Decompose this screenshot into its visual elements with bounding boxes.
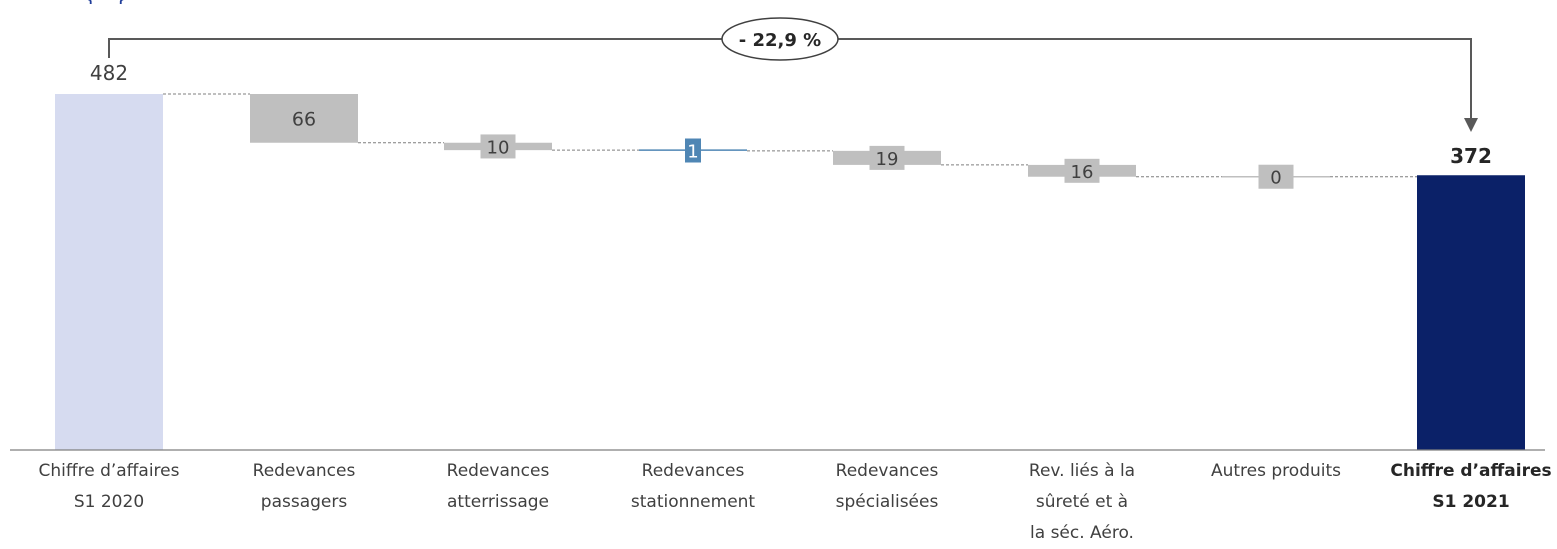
delta-value-label: 0 bbox=[1270, 168, 1281, 189]
delta-label-box bbox=[1064, 158, 1100, 183]
change-annotation-ellipse bbox=[721, 17, 839, 61]
total-value-label: 372 bbox=[1450, 144, 1492, 168]
delta-value-label: 66 bbox=[292, 108, 316, 130]
chart-title-fragment: { } bbox=[88, 0, 208, 4]
category-label: Redevances bbox=[642, 461, 745, 481]
bar-delta bbox=[250, 94, 358, 143]
delta-label-box bbox=[869, 145, 905, 170]
category-label: la séc. Aéro. bbox=[1030, 523, 1134, 543]
category-label: Chiffre d’affaires bbox=[1390, 461, 1551, 481]
category-label: Redevances bbox=[447, 461, 550, 481]
change-annotation-text: - 22,9 % bbox=[739, 30, 821, 51]
delta-value-label: 19 bbox=[876, 149, 899, 170]
total-value-label: 482 bbox=[90, 61, 128, 85]
bar-total bbox=[1417, 175, 1525, 450]
delta-value-label: 1 bbox=[687, 142, 698, 163]
category-label: S1 2020 bbox=[74, 492, 144, 512]
category-label: sûreté et à bbox=[1036, 492, 1128, 512]
bar-total bbox=[55, 94, 163, 450]
category-label: atterrissage bbox=[447, 492, 549, 512]
delta-value-label: 16 bbox=[1071, 162, 1094, 183]
delta-label-box bbox=[480, 134, 516, 159]
category-label: Redevances bbox=[836, 461, 939, 481]
delta-label-box bbox=[685, 138, 701, 163]
change-arrowhead bbox=[1464, 118, 1478, 132]
category-label: Redevances bbox=[253, 461, 356, 481]
category-label: Chiffre d’affaires bbox=[39, 461, 180, 481]
category-label: stationnement bbox=[631, 492, 756, 512]
category-label: spécialisées bbox=[836, 492, 939, 512]
category-label: S1 2021 bbox=[1432, 492, 1509, 512]
delta-label-box bbox=[1258, 164, 1294, 189]
category-label: Rev. liés à la bbox=[1029, 461, 1135, 481]
title-bracket: { bbox=[88, 0, 93, 4]
title-bracket-closing: } bbox=[118, 0, 123, 4]
category-label: Autres produits bbox=[1211, 461, 1341, 481]
delta-value-label: 10 bbox=[487, 137, 510, 158]
category-label: passagers bbox=[261, 492, 348, 512]
